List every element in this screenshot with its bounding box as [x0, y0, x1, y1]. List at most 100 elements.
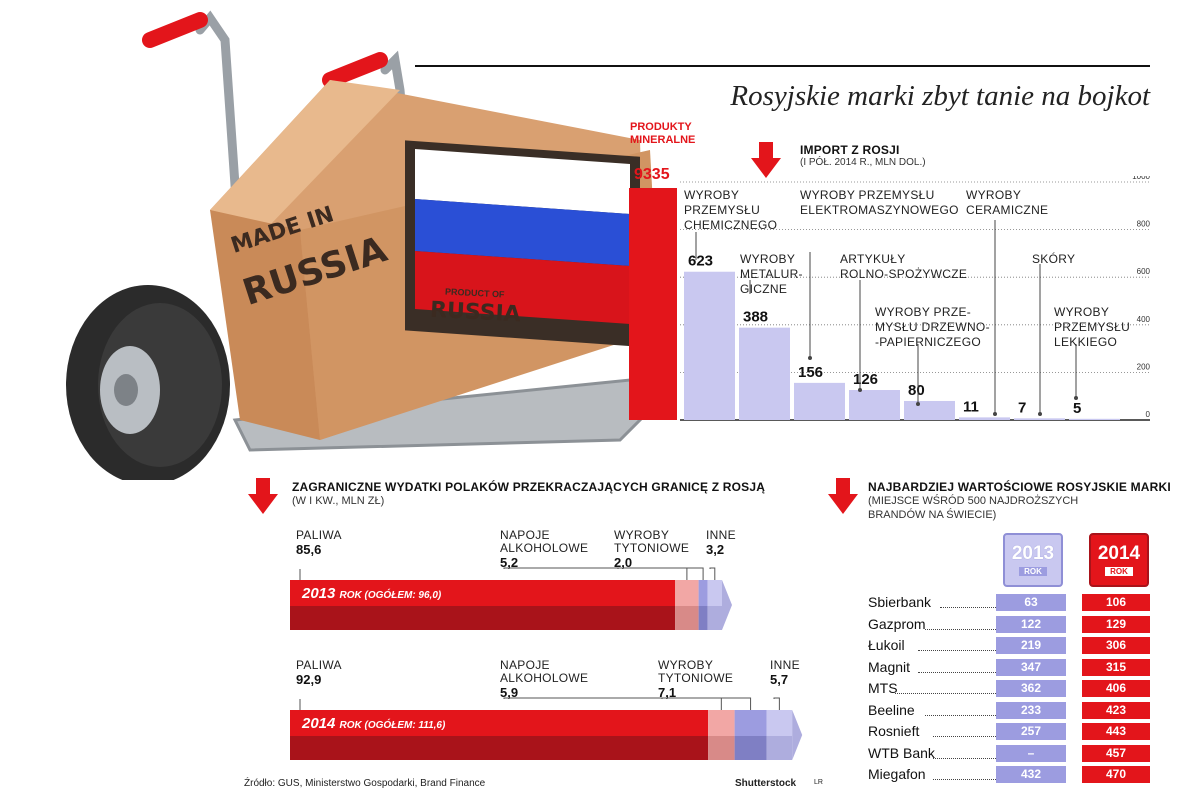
brand-row: WTB Bank –457	[868, 744, 1158, 765]
rank-2014: 443	[1082, 723, 1150, 740]
cat-label-leather: SKÓRY	[1032, 252, 1076, 266]
y-tick-label: 800	[1137, 220, 1151, 229]
spending-chart: 2013 ROK (OGÓŁEM: 96,0) 2014 ROK (OGÓŁEM:…	[290, 567, 803, 760]
brand-row: Beeline 233 423	[868, 701, 1158, 722]
rank-2014: 406	[1082, 680, 1150, 697]
spending-header: ZAGRANICZNE WYDATKI POLAKÓW PRZEKRACZAJĄ…	[292, 480, 766, 494]
spending-year-label: 2013 ROK (OGÓŁEM: 96,0)	[301, 585, 442, 602]
spending-segment-label: INNE 3,2	[706, 528, 736, 558]
import-value-label: 5	[1073, 400, 1081, 417]
spending-segment-shadow	[698, 606, 708, 630]
brand-name: Gazprom	[868, 615, 926, 632]
cat-label-wood: WYROBY PRZE- MYSŁU DRZEWNO- -PAPIERNICZEGO	[875, 305, 990, 349]
y-tick-label: 200	[1137, 362, 1151, 371]
spending-leader	[503, 567, 688, 580]
rank-2013: –	[996, 744, 1066, 762]
import-value-label: 156	[798, 364, 823, 381]
dot-leader	[917, 650, 996, 651]
russia-flag-icon	[415, 149, 630, 325]
cat-label-agri: ARTYKUŁY ROLNO-SPOŻYWCZE	[840, 252, 968, 281]
dot-leader	[917, 671, 996, 673]
import-value-label: 11	[963, 398, 979, 415]
rank-2014: 423	[1082, 701, 1150, 719]
import-value-label: 7	[1018, 399, 1026, 416]
hand-truck-illustration	[66, 10, 663, 480]
spending-segment-shadow	[766, 736, 793, 760]
spending-segment-shadow	[707, 606, 722, 630]
y-tick-label: 0	[1146, 410, 1151, 419]
spending-segment-shadow	[734, 736, 767, 760]
spending-segment-shadow	[708, 736, 735, 760]
spending-segment-label: INNE 5,7	[770, 658, 800, 688]
spending-segment-shadow	[290, 606, 676, 630]
dot-leader	[894, 693, 996, 694]
title-rule	[415, 65, 1150, 67]
spending-segment	[734, 710, 767, 736]
brand-row: Gazprom 122 129	[868, 615, 1158, 636]
rank-2014: 470	[1082, 766, 1150, 783]
spending-bar-cap	[792, 710, 803, 760]
down-arrow-icon	[751, 142, 781, 178]
leader-dot	[808, 356, 812, 360]
import-value-label: 80	[908, 382, 925, 399]
spending-segment-shadow	[290, 736, 709, 760]
spending-total-label: ROK (OGÓŁEM: 111,6)	[340, 718, 446, 731]
spending-leader	[709, 567, 716, 580]
y-tick-label: 600	[1137, 267, 1151, 276]
import-chart: 0 200 400 600 800 1000 623 388 156 126 80 11 7 5	[680, 176, 1151, 421]
spending-segment-label: WYROBY TYTONIOWE 2,0	[614, 528, 690, 571]
left-handle-grip	[142, 12, 208, 48]
import-value-label: 126	[853, 371, 878, 388]
brands-header: NAJBARDZIEJ WARTOŚCIOWE ROSYJSKIE MARKI	[868, 480, 1171, 494]
spending-segment	[290, 580, 676, 606]
y-tick-label: 400	[1137, 315, 1151, 324]
right-handle-grip	[322, 52, 388, 88]
wheel-icon	[66, 285, 230, 480]
mineral-bar	[629, 188, 677, 420]
dot-leader	[932, 736, 996, 737]
import-bar	[849, 390, 900, 420]
calendar-2014-icon: 2014 ROK	[1089, 533, 1149, 587]
import-value-label: 388	[743, 309, 768, 326]
brand-name: Miegafon	[868, 766, 926, 782]
brand-name: Sbierbank	[868, 594, 932, 610]
cat-label-electro: WYROBY PRZEMYSŁU ELEKTROMASZYNOWEGO	[800, 188, 959, 217]
brand-row: MTS 362 406	[868, 680, 1158, 700]
rank-2013: 219	[996, 637, 1066, 654]
rank-2014: 457	[1082, 744, 1150, 762]
spending-segment	[675, 580, 699, 606]
import-bar	[1069, 418, 1120, 420]
cat-label-metal: WYROBY METALUR- GICZNE	[740, 252, 803, 296]
rank-2014: 315	[1082, 658, 1150, 676]
rank-2014: 106	[1082, 594, 1150, 611]
spending-segment	[290, 710, 709, 736]
import-bar	[739, 327, 790, 420]
photo-credit: Shutterstock	[735, 778, 797, 789]
calendar-2013-icon: 2013 ROK	[1003, 533, 1063, 587]
brand-name: WTB Bank	[868, 744, 935, 761]
rank-2013: 347	[996, 658, 1066, 676]
stamp-russia-text: RUSSIA	[429, 297, 522, 328]
spending-total-label: ROK (OGÓŁEM: 96,0)	[340, 588, 442, 601]
rank-2013: 233	[996, 701, 1066, 719]
brand-row: Magnit 347 315	[868, 658, 1158, 679]
import-bar	[959, 417, 1010, 420]
spending-segment-label: NAPOJE ALKOHOLOWE 5,2	[500, 528, 589, 571]
brands-subheader-2: BRANDÓW NA ŚWIECIE)	[868, 509, 997, 521]
spending-leader	[773, 697, 780, 710]
import-header: IMPORT Z ROSJI	[800, 143, 900, 157]
rank-2014: 129	[1082, 615, 1150, 633]
spending-subheader: (W I KW., MLN ZŁ)	[292, 495, 385, 507]
rank-2014: 306	[1082, 637, 1150, 654]
spending-segment-label: NAPOJE ALKOHOLOWE 5,9	[500, 658, 589, 701]
spending-segment	[707, 580, 722, 606]
spending-segment-shadow	[675, 606, 699, 630]
spending-year-label: 2014 ROK (OGÓŁEM: 111,6)	[301, 715, 446, 732]
spending-segment-label: PALIWA 92,9	[296, 658, 342, 688]
brand-name: Rosnieft	[868, 723, 920, 739]
brand-row: Łukoil 219 306	[868, 637, 1158, 657]
down-arrow-icon	[828, 478, 858, 514]
brand-name: Magnit	[868, 658, 911, 675]
brand-row: Rosnieft 257 443	[868, 723, 1158, 743]
cat-label-light: WYROBY PRZEMYSŁU LEKKIEGO	[1054, 305, 1131, 349]
